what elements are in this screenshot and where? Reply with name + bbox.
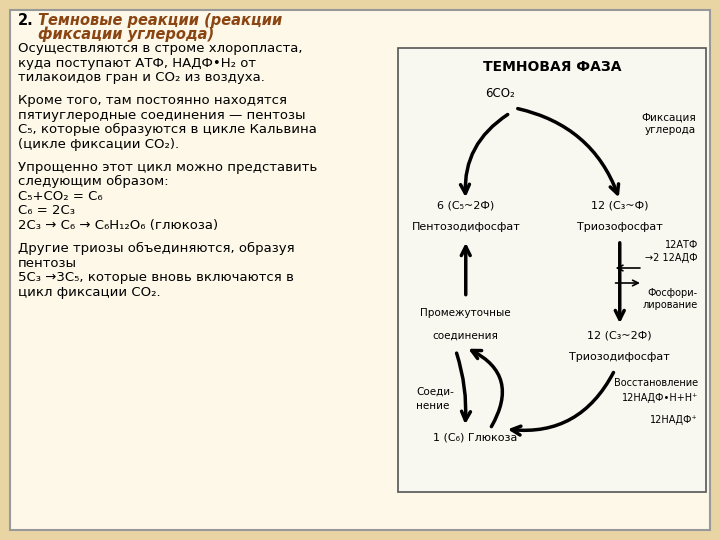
Text: нение: нение: [416, 401, 449, 411]
Text: 12АТФ: 12АТФ: [665, 240, 698, 250]
Text: 12НАДФ⁺: 12НАДФ⁺: [650, 415, 698, 425]
Text: Триозодифосфат: Триозодифосфат: [570, 352, 670, 362]
Text: →2 12АДФ: →2 12АДФ: [645, 253, 698, 263]
Text: Фиксация
углерода: Фиксация углерода: [642, 113, 696, 136]
Text: цикл фиксации СО₂.: цикл фиксации СО₂.: [18, 286, 161, 299]
Text: Темновые реакции (реакции: Темновые реакции (реакции: [38, 13, 282, 28]
Text: 12 (С₃~Ф): 12 (С₃~Ф): [591, 200, 649, 210]
Text: Упрощенно этот цикл можно представить: Упрощенно этот цикл можно представить: [18, 161, 318, 174]
Text: Фосфори-
лирование: Фосфори- лирование: [643, 288, 698, 310]
Text: Промежуточные: Промежуточные: [420, 308, 511, 319]
FancyBboxPatch shape: [398, 48, 706, 492]
Text: фиксации углерода): фиксации углерода): [38, 27, 214, 43]
Text: 5С₃ →3С₅, которые вновь включаются в: 5С₃ →3С₅, которые вновь включаются в: [18, 271, 294, 284]
Text: Восстановление: Восстановление: [614, 378, 698, 388]
Text: Триозофосфат: Триозофосфат: [577, 222, 662, 232]
Text: Соеди-: Соеди-: [416, 387, 454, 397]
Text: 2С₃ → С₆ → С₆Н₁₂О₆ (глюкоза): 2С₃ → С₆ → С₆Н₁₂О₆ (глюкоза): [18, 219, 218, 232]
Text: С₅+СО₂ = С₆: С₅+СО₂ = С₆: [18, 190, 103, 203]
Text: пентозы: пентозы: [18, 256, 77, 269]
Text: Осуществляются в строме хлоропласта,: Осуществляются в строме хлоропласта,: [18, 42, 302, 55]
Text: соединения: соединения: [433, 330, 499, 341]
Text: 12 (С₃~2Ф): 12 (С₃~2Ф): [588, 330, 652, 340]
Text: С₆ = 2С₃: С₆ = 2С₃: [18, 205, 75, 218]
Text: тилакоидов гран и СО₂ из воздуха.: тилакоидов гран и СО₂ из воздуха.: [18, 71, 265, 84]
Text: С₅, которые образуются в цикле Кальвина: С₅, которые образуются в цикле Кальвина: [18, 123, 317, 136]
Text: Пентозодифосфат: Пентозодифосфат: [411, 222, 520, 232]
Text: ТЕМНОВАЯ ФАЗА: ТЕМНОВАЯ ФАЗА: [482, 60, 621, 74]
Text: 12НАДФ•Н+Н⁺: 12НАДФ•Н+Н⁺: [621, 393, 698, 403]
Text: Другие триозы объединяются, образуя: Другие триозы объединяются, образуя: [18, 242, 294, 255]
Text: 6СО₂: 6СО₂: [485, 87, 515, 100]
Text: 2.: 2.: [18, 13, 34, 28]
Text: (цикле фиксации СО₂).: (цикле фиксации СО₂).: [18, 138, 179, 151]
Text: куда поступают АТФ, НАДФ•Н₂ от: куда поступают АТФ, НАДФ•Н₂ от: [18, 57, 256, 70]
Text: 6 (С₅~2Ф): 6 (С₅~2Ф): [437, 200, 495, 210]
Text: следующим образом:: следующим образом:: [18, 176, 168, 188]
Text: 1 (С₆) Глюкоза: 1 (С₆) Глюкоза: [433, 432, 517, 442]
Text: Кроме того, там постоянно находятся: Кроме того, там постоянно находятся: [18, 94, 287, 107]
Text: пятиуглеродные соединения — пентозы: пятиуглеродные соединения — пентозы: [18, 109, 305, 122]
FancyBboxPatch shape: [10, 10, 710, 530]
